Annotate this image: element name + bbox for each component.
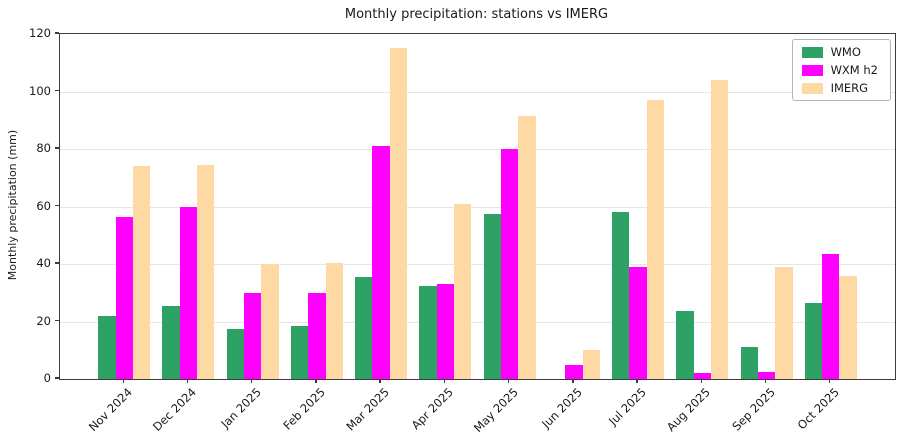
- y-tick-mark: [55, 32, 59, 34]
- bar-imerg: [582, 350, 600, 379]
- legend-label: WMO: [830, 45, 861, 59]
- bar-wmo: [676, 311, 694, 379]
- y-tick-mark: [55, 319, 59, 322]
- legend-item-wxm-h2: WXM h2: [801, 63, 878, 77]
- x-tick-mark: [700, 379, 702, 383]
- gridline: [60, 206, 895, 208]
- x-tick-mark: [186, 379, 189, 383]
- bar-wmo: [740, 347, 758, 379]
- bar-wmo: [290, 325, 309, 379]
- legend-item-imerg: IMERG: [801, 81, 878, 95]
- y-tick-label: 80: [36, 141, 51, 155]
- legend-label: IMERG: [830, 81, 869, 95]
- y-tick-mark: [55, 262, 59, 264]
- plot-area: WMO WXM h2 IMERG: [59, 33, 896, 380]
- gridline: [60, 264, 895, 265]
- y-tick-label: 100: [29, 83, 51, 98]
- x-tick-mark: [764, 379, 767, 383]
- y-tick-label: 20: [36, 313, 51, 328]
- legend-label: WXM h2: [830, 63, 878, 77]
- legend-swatch: [801, 64, 823, 76]
- bar-wmo: [483, 213, 501, 379]
- y-tick-mark: [55, 377, 59, 379]
- bar-imerg: [197, 164, 215, 379]
- y-tick-label: 40: [36, 256, 51, 270]
- gridline: [60, 149, 895, 150]
- x-tick-mark: [122, 379, 124, 383]
- bar-imerg: [775, 266, 793, 379]
- bar-wxm-h2: [308, 292, 326, 379]
- bar-wxm-h2: [822, 253, 840, 379]
- bar-wmo: [226, 328, 244, 379]
- x-tick-label: Nov 2024: [86, 385, 136, 435]
- bar-wxm-h2: [436, 284, 455, 379]
- y-tick-mark: [55, 204, 59, 207]
- bar-imerg: [325, 262, 343, 379]
- bar-wmo: [162, 305, 180, 379]
- x-tick-mark: [507, 379, 510, 383]
- x-tick-mark: [829, 379, 831, 383]
- bar-wmo: [355, 276, 373, 379]
- x-tick-mark: [250, 379, 253, 383]
- y-tick-mark: [55, 147, 59, 149]
- x-tick-mark: [443, 379, 446, 383]
- bar-wxm-h2: [244, 292, 262, 379]
- y-tick-label: 0: [43, 371, 51, 385]
- gridline: [60, 321, 895, 323]
- x-tick-mark: [572, 379, 574, 383]
- gridline: [60, 91, 895, 93]
- y-tick-label: 120: [29, 26, 51, 40]
- bar-wxm-h2: [693, 373, 711, 379]
- bar-wxm-h2: [372, 146, 390, 379]
- chart-title: Monthly precipitation: stations vs IMERG: [344, 7, 609, 22]
- bar-imerg: [518, 115, 536, 379]
- y-tick-mark: [55, 89, 59, 92]
- bar-imerg: [646, 100, 665, 379]
- bar-imerg: [132, 166, 151, 379]
- x-tick-mark: [315, 379, 317, 383]
- bar-imerg: [261, 264, 279, 379]
- bar-wmo: [98, 315, 116, 379]
- bar-wxm-h2: [565, 364, 583, 379]
- legend: WMO WXM h2 IMERG: [791, 39, 891, 101]
- bar-wxm-h2: [115, 216, 133, 379]
- bar-wxm-h2: [500, 149, 519, 379]
- bar-wmo: [419, 285, 437, 379]
- bar-imerg: [710, 80, 729, 379]
- x-tick-mark: [379, 379, 381, 383]
- y-tick-label: 60: [36, 198, 51, 213]
- bar-wxm-h2: [629, 266, 647, 379]
- bar-imerg: [389, 48, 408, 379]
- bar-wmo: [612, 212, 630, 379]
- bar-imerg: [454, 203, 472, 379]
- bar-imerg: [839, 275, 857, 379]
- bar-wmo: [804, 302, 823, 379]
- legend-item-wmo: WMO: [801, 45, 878, 59]
- bar-wxm-h2: [179, 206, 198, 379]
- legend-swatch: [801, 82, 823, 94]
- bar-wxm-h2: [757, 371, 776, 379]
- legend-swatch: [801, 46, 823, 58]
- x-tick-mark: [636, 379, 638, 383]
